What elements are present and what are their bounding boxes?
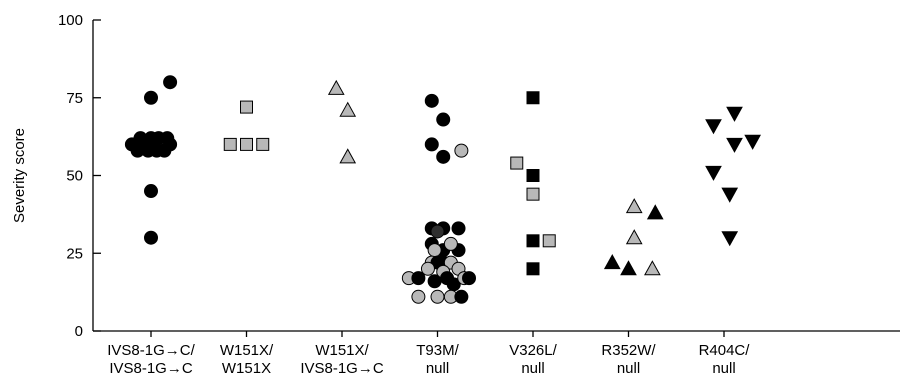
- x-tick-label-line2: W151X: [222, 360, 271, 377]
- y-tick-label: 75: [66, 90, 83, 107]
- x-tick-label-line2: null: [617, 360, 640, 377]
- data-point-triangle-up: [644, 260, 661, 276]
- y-tick-label: 100: [58, 12, 83, 29]
- data-point-circle: [144, 230, 158, 245]
- data-point-square: [542, 234, 556, 248]
- data-point-triangle-down: [721, 231, 739, 247]
- data-point-circle: [436, 112, 451, 127]
- x-tick-label-line1: R404C/: [699, 342, 751, 359]
- data-point-circle: [420, 261, 435, 276]
- x-tick-label-line1: R352W/: [601, 342, 656, 359]
- x-tick-label-line2: IVS8-1G→C: [109, 360, 193, 377]
- data-point-square: [223, 137, 237, 151]
- x-tick-label-line1: IVS8-1G→C/: [107, 342, 195, 359]
- y-tick-label: 0: [75, 323, 83, 340]
- data-point-circle: [451, 221, 466, 236]
- data-point-circle: [163, 75, 178, 90]
- data-point-square: [526, 187, 540, 201]
- data-point-triangle-up: [327, 79, 345, 95]
- y-tick-label: 25: [66, 245, 83, 262]
- x-tick-label-line2: null: [712, 360, 735, 377]
- data-point-circle: [424, 93, 439, 108]
- data-point-square: [256, 137, 270, 151]
- data-point-triangle-up: [625, 229, 643, 245]
- data-point-circle: [430, 289, 445, 304]
- x-tick-label-line1: V326L/: [509, 342, 557, 359]
- data-point-triangle-up: [603, 254, 621, 270]
- data-point-circle: [454, 289, 469, 304]
- data-point-triangle-down: [744, 134, 761, 150]
- data-point-triangle-down: [705, 165, 722, 181]
- x-tick-label-line2: IVS8-1G→C: [300, 360, 384, 377]
- data-point-triangle-down: [721, 187, 739, 203]
- data-point-square: [526, 91, 540, 105]
- x-tick-label-line2: null: [426, 360, 449, 377]
- data-point-circle: [144, 90, 158, 105]
- data-point-circle: [436, 149, 451, 164]
- data-point-circle: [424, 137, 439, 152]
- data-point-triangle-up: [339, 101, 357, 117]
- data-point-square: [526, 262, 540, 276]
- data-point-square: [510, 156, 524, 170]
- data-point-circle: [427, 243, 442, 258]
- data-points: [124, 75, 761, 304]
- data-point-circle: [427, 274, 442, 289]
- data-point-triangle-down: [726, 106, 743, 122]
- x-tick-label-line1: W151X/: [220, 342, 274, 359]
- data-point-triangle-down: [726, 137, 743, 153]
- data-point-circle: [411, 289, 426, 304]
- data-point-circle: [144, 184, 158, 199]
- x-axis-ticks: IVS8-1G→C/IVS8-1G→CW151X/W151XW151X/IVS8…: [107, 331, 750, 377]
- data-point-square: [526, 169, 540, 182]
- x-tick-label-line1: T93M/: [416, 342, 459, 359]
- x-tick-label-line2: null: [521, 360, 544, 377]
- y-axis-title: Severity score: [11, 128, 28, 223]
- data-point-triangle-up: [646, 204, 664, 220]
- data-point-circle: [454, 143, 469, 158]
- data-point-square: [526, 234, 540, 248]
- y-axis-ticks: 0 25 50 75 100: [58, 12, 101, 340]
- data-point-circle: [443, 236, 458, 251]
- y-tick-label: 50: [66, 168, 83, 185]
- data-point-circle: [411, 271, 426, 286]
- data-point-triangle-up: [620, 260, 637, 276]
- data-point-circle: [462, 271, 477, 286]
- data-point-circle: [163, 137, 178, 152]
- data-point-square: [240, 100, 253, 114]
- x-tick-label-line1: W151X/: [315, 342, 369, 359]
- data-point-square: [240, 137, 253, 151]
- data-point-triangle-up: [339, 148, 357, 164]
- data-point-triangle-up: [625, 198, 643, 214]
- data-point-triangle-down: [705, 119, 722, 135]
- data-point-circle: [430, 224, 445, 239]
